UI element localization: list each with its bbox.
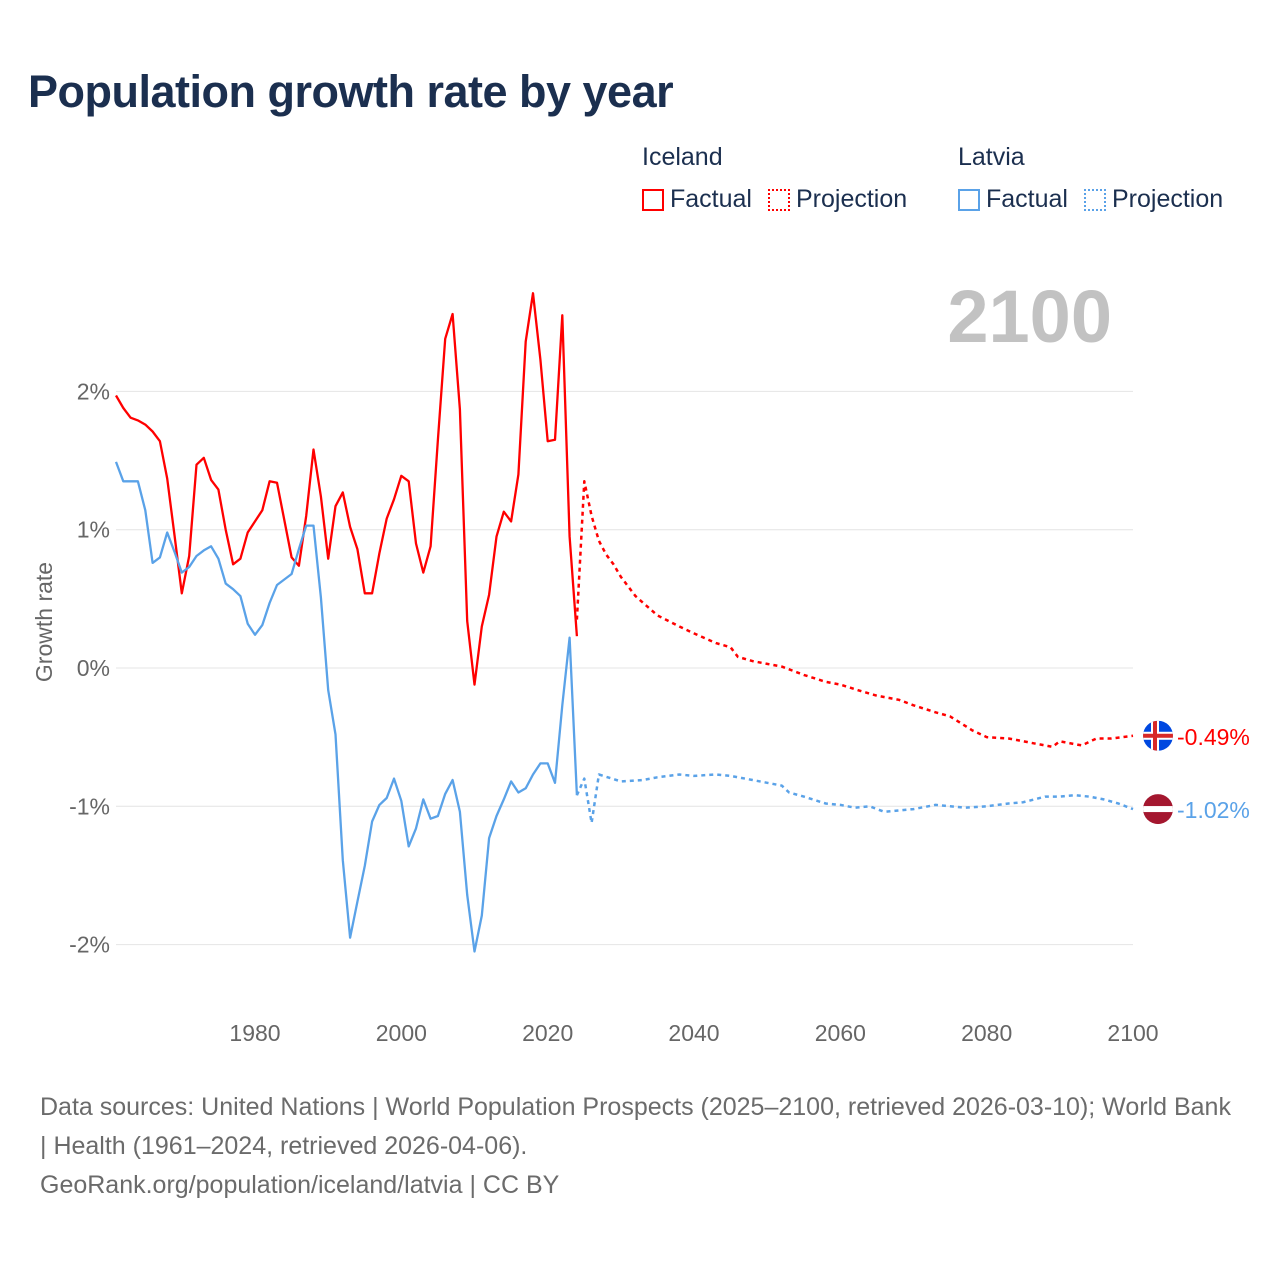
- x-tick-label: 2080: [961, 1020, 1012, 1046]
- legend-group-iceland: Iceland: [642, 143, 723, 171]
- end-value-label: -1.02%: [1177, 797, 1250, 823]
- x-tick-label: 2020: [522, 1020, 573, 1046]
- y-axis-label: Growth rate: [31, 562, 57, 682]
- y-tick-label: 2%: [77, 378, 110, 404]
- legend-iceland: Factual Projection: [642, 185, 907, 214]
- legend-item-iceland-factual[interactable]: Factual: [642, 185, 752, 214]
- x-tick-label: 2100: [1107, 1020, 1158, 1046]
- x-tick-label: 2060: [815, 1020, 866, 1046]
- chart-title: Population growth rate by year: [28, 66, 674, 117]
- x-tick-label: 1980: [229, 1020, 280, 1046]
- legend-label: Factual: [986, 185, 1068, 213]
- legend-label: Factual: [670, 185, 752, 213]
- series-line-iceland-projection: [575, 480, 1134, 749]
- footer: Data sources: United Nations | World Pop…: [40, 1088, 1240, 1205]
- legend-item-iceland-projection[interactable]: Projection: [767, 185, 908, 214]
- series-line-latvia-factual: [114, 461, 579, 953]
- footer-link[interactable]: GeoRank.org/population/iceland/latvia | …: [40, 1171, 560, 1199]
- legend-label: Projection: [795, 185, 908, 213]
- legend-swatch-dotted-blue: [1083, 188, 1106, 211]
- legend-swatch-solid-red: [642, 188, 664, 211]
- x-tick-label: 2040: [668, 1020, 719, 1046]
- series-line-latvia-projection: [575, 773, 1134, 825]
- y-tick-label: 0%: [77, 655, 110, 681]
- y-tick-label: -1%: [69, 793, 110, 819]
- series-line-iceland-factual: [115, 292, 579, 686]
- year-label: 2100: [947, 275, 1112, 358]
- legend-label: Projection: [1111, 185, 1224, 213]
- legend-item-latvia-factual[interactable]: Factual: [958, 185, 1068, 214]
- legend-item-latvia-projection[interactable]: Projection: [1083, 185, 1224, 214]
- legend-latvia: Factual Projection: [958, 185, 1223, 214]
- legend-swatch-solid-blue: [958, 188, 980, 211]
- legend-group-latvia: Latvia: [958, 143, 1025, 171]
- chart-plot: 2100 2% 1% 0% -1% -2% 1980 2000 2020 2040 2060 20…: [31, 275, 1250, 1046]
- x-tick-label: 2000: [376, 1020, 427, 1046]
- end-value-label: -0.49%: [1177, 724, 1250, 750]
- legend-swatch-dotted-red: [767, 188, 790, 211]
- data-sources: Data sources: United Nations | World Pop…: [40, 1093, 1231, 1160]
- iceland-flag-icon: [1143, 720, 1173, 751]
- y-tick-label: 1%: [77, 517, 110, 543]
- y-tick-label: -2%: [69, 932, 110, 958]
- latvia-flag-icon: [1143, 794, 1173, 825]
